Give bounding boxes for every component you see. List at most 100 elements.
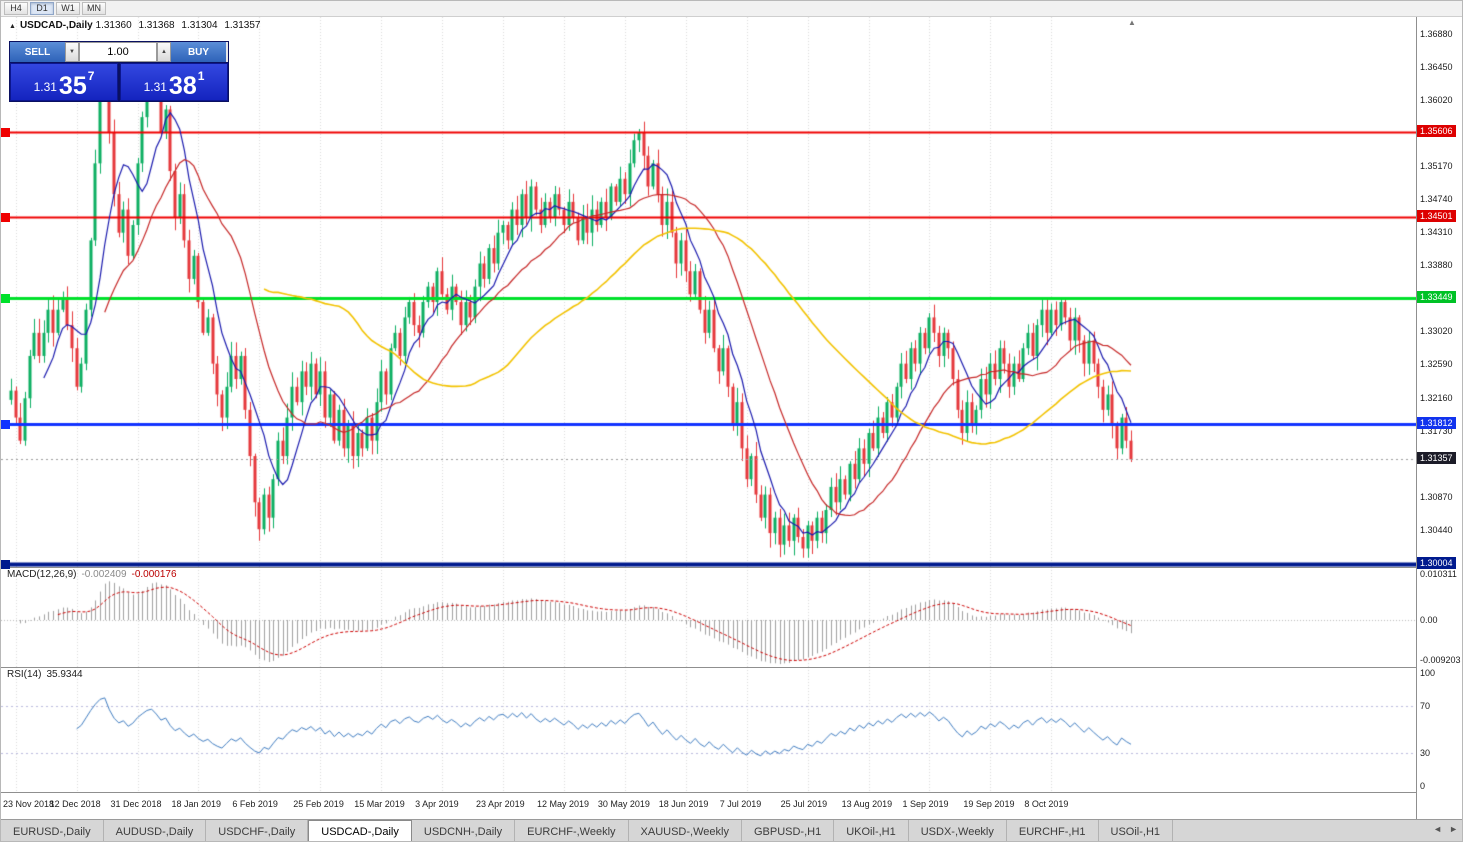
sell-price-button[interactable]: 1.31 35 7: [10, 63, 118, 101]
price-axis-label: 1.36450: [1420, 62, 1453, 73]
price-axis-label: 1.32160: [1420, 392, 1453, 403]
date-axis-label: 18 Jan 2019: [171, 799, 221, 809]
axis-separator: [1416, 17, 1417, 819]
price-axis-label: 1.33020: [1420, 326, 1453, 337]
ask-price-sup: 1: [197, 69, 205, 83]
chart-tab-usoilh1[interactable]: USOil-,H1: [1099, 820, 1174, 841]
level-line-anchor[interactable]: [1, 128, 10, 138]
date-axis-label: 23 Apr 2019: [476, 799, 525, 809]
date-axis-label: 13 Aug 2019: [841, 799, 893, 809]
chart-tab-usdchfdaily[interactable]: USDCHF-,Daily: [206, 820, 309, 841]
bid-price-big: 35: [58, 72, 87, 100]
date-axis-label: 25 Jul 2019: [780, 799, 828, 809]
chart-ohlc-header: ▲ USDCAD-,Daily 1.31360 1.31368 1.31304 1…: [9, 20, 264, 31]
date-axis-label: 12 May 2019: [536, 799, 590, 809]
timeframe-toolbar: H4 D1 W1 MN: [1, 1, 1462, 17]
ohlc-low: 1.31304: [181, 20, 218, 31]
volume-input[interactable]: [79, 42, 157, 62]
tab-scroll-right-icon[interactable]: ►: [1449, 824, 1458, 834]
price-axis-label: 1.32590: [1420, 359, 1453, 370]
date-axis-label: 8 Oct 2019: [1024, 799, 1069, 809]
rsi-indicator-canvas[interactable]: [1, 667, 1416, 792]
price-axis-label: 1.33880: [1420, 260, 1453, 271]
price-axis-label: 1.31730: [1420, 425, 1453, 436]
price-level-badge: 1.34501: [1417, 210, 1456, 223]
volume-increase-button[interactable]: ▲: [157, 42, 171, 62]
chart-tab-eurchfh1[interactable]: EURCHF-,H1: [1007, 820, 1099, 841]
date-axis-label: 25 Feb 2019: [293, 799, 344, 809]
price-axis-label: 1.35170: [1420, 160, 1453, 171]
ask-price-big: 38: [168, 72, 197, 100]
ohlc-close: 1.31357: [224, 20, 261, 31]
date-axis: 23 Nov 2018 12 Dec 2018 31 Dec 2018 18 Jan …: [1, 792, 1416, 819]
price-chart-canvas[interactable]: [1, 17, 1416, 567]
chart-shift-marker-icon[interactable]: ▲: [1128, 18, 1136, 27]
date-axis-label: 19 Sep 2019: [963, 799, 1015, 809]
sell-button[interactable]: SELL: [10, 42, 65, 62]
chart-tab-usdcaddaily[interactable]: USDCAD-,Daily: [308, 820, 412, 841]
rsi-axis-label: 30: [1420, 747, 1431, 758]
macd-axis-label: 0.00: [1420, 614, 1438, 625]
panel-separator[interactable]: [1, 667, 1462, 668]
macd-label: MACD(12,26,9): [7, 569, 77, 580]
buy-price-button[interactable]: 1.31 38 1: [120, 63, 228, 101]
rsi-header: RSI(14) 35.9344: [7, 669, 83, 680]
price-level-badge: 1.31812: [1417, 417, 1456, 430]
price-axis: 1.36880 1.36450 1.36020 1.35170 1.34740 1.343…: [1417, 17, 1462, 819]
price-level-badge: 1.31357: [1417, 452, 1456, 465]
chart-tab-xauusdweekly[interactable]: XAUUSD-,Weekly: [629, 820, 742, 841]
date-axis-label: 23 Nov 2018: [3, 799, 55, 809]
level-line-anchor[interactable]: [1, 559, 10, 569]
chart-tab-audusddaily[interactable]: AUDUSD-,Daily: [104, 820, 207, 841]
bid-price-sup: 7: [87, 69, 95, 83]
price-axis-label: 1.30440: [1420, 525, 1453, 536]
chart-tab-usdxweekly[interactable]: USDX-,Weekly: [909, 820, 1007, 841]
ohlc-open: 1.31360: [95, 20, 132, 31]
date-axis-label: 1 Sep 2019: [902, 799, 949, 809]
panel-separator: [1, 792, 1462, 793]
level-line-anchor[interactable]: [1, 213, 10, 223]
rsi-axis-label: 100: [1420, 668, 1436, 678]
rsi-value: 35.9344: [46, 669, 83, 680]
date-axis-label: 12 Dec 2018: [49, 799, 101, 809]
chart-tab-ukoilh1[interactable]: UKOil-,H1: [834, 820, 909, 841]
timeframe-button-w1[interactable]: W1: [56, 2, 80, 15]
tab-scroll-controls: ◄ ►: [1431, 821, 1460, 837]
price-axis-label: 1.34740: [1420, 193, 1453, 204]
rsi-label: RSI(14): [7, 669, 42, 680]
rsi-axis-label: 70: [1420, 701, 1431, 712]
timeframe-button-h4[interactable]: H4: [4, 2, 28, 15]
macd-axis-label: 0.010311: [1420, 569, 1457, 579]
price-level-badge: 1.33449: [1417, 291, 1456, 304]
macd-axis-label: -0.009203: [1420, 655, 1461, 665]
timeframe-button-mn[interactable]: MN: [82, 2, 106, 15]
price-axis-label: 1.30870: [1420, 491, 1453, 502]
timeframe-button-d1[interactable]: D1: [30, 2, 54, 15]
macd-main-value: -0.002409: [81, 569, 127, 580]
volume-decrease-button[interactable]: ▼: [65, 42, 79, 62]
chart-tab-gbpusdh1[interactable]: GBPUSD-,H1: [742, 820, 835, 841]
macd-signal-value: -0.000176: [131, 569, 177, 580]
macd-indicator-canvas[interactable]: [1, 567, 1416, 667]
chart-tab-bar: EURUSD-,Daily AUDUSD-,Daily USDCHF-,Daily U…: [1, 819, 1462, 841]
date-axis-label: 3 Apr 2019: [415, 799, 459, 809]
date-axis-label: 6 Feb 2019: [232, 799, 278, 809]
level-line-anchor[interactable]: [1, 294, 10, 304]
panel-separator[interactable]: [1, 567, 1462, 568]
tab-scroll-left-icon[interactable]: ◄: [1433, 824, 1443, 834]
date-axis-label: 15 Mar 2019: [354, 799, 405, 809]
price-axis-label: 1.34310: [1420, 226, 1453, 237]
date-axis-label: 18 Jun 2019: [658, 799, 709, 809]
chart-tab-eurusddaily[interactable]: EURUSD-,Daily: [1, 820, 104, 841]
level-line-anchor[interactable]: [1, 420, 10, 430]
chart-tab-eurchfweekly[interactable]: EURCHF-,Weekly: [515, 820, 629, 841]
macd-header: MACD(12,26,9) -0.002409 -0.000176: [7, 569, 177, 580]
price-axis-label: 1.36880: [1420, 28, 1453, 39]
buy-button[interactable]: BUY: [171, 42, 226, 62]
date-axis-label: 31 Dec 2018: [110, 799, 162, 809]
bid-price-prefix: 1.31: [33, 80, 57, 94]
rsi-axis-label: 0: [1420, 781, 1426, 791]
chart-tab-usdcnhdaily[interactable]: USDCNH-,Daily: [412, 820, 516, 841]
